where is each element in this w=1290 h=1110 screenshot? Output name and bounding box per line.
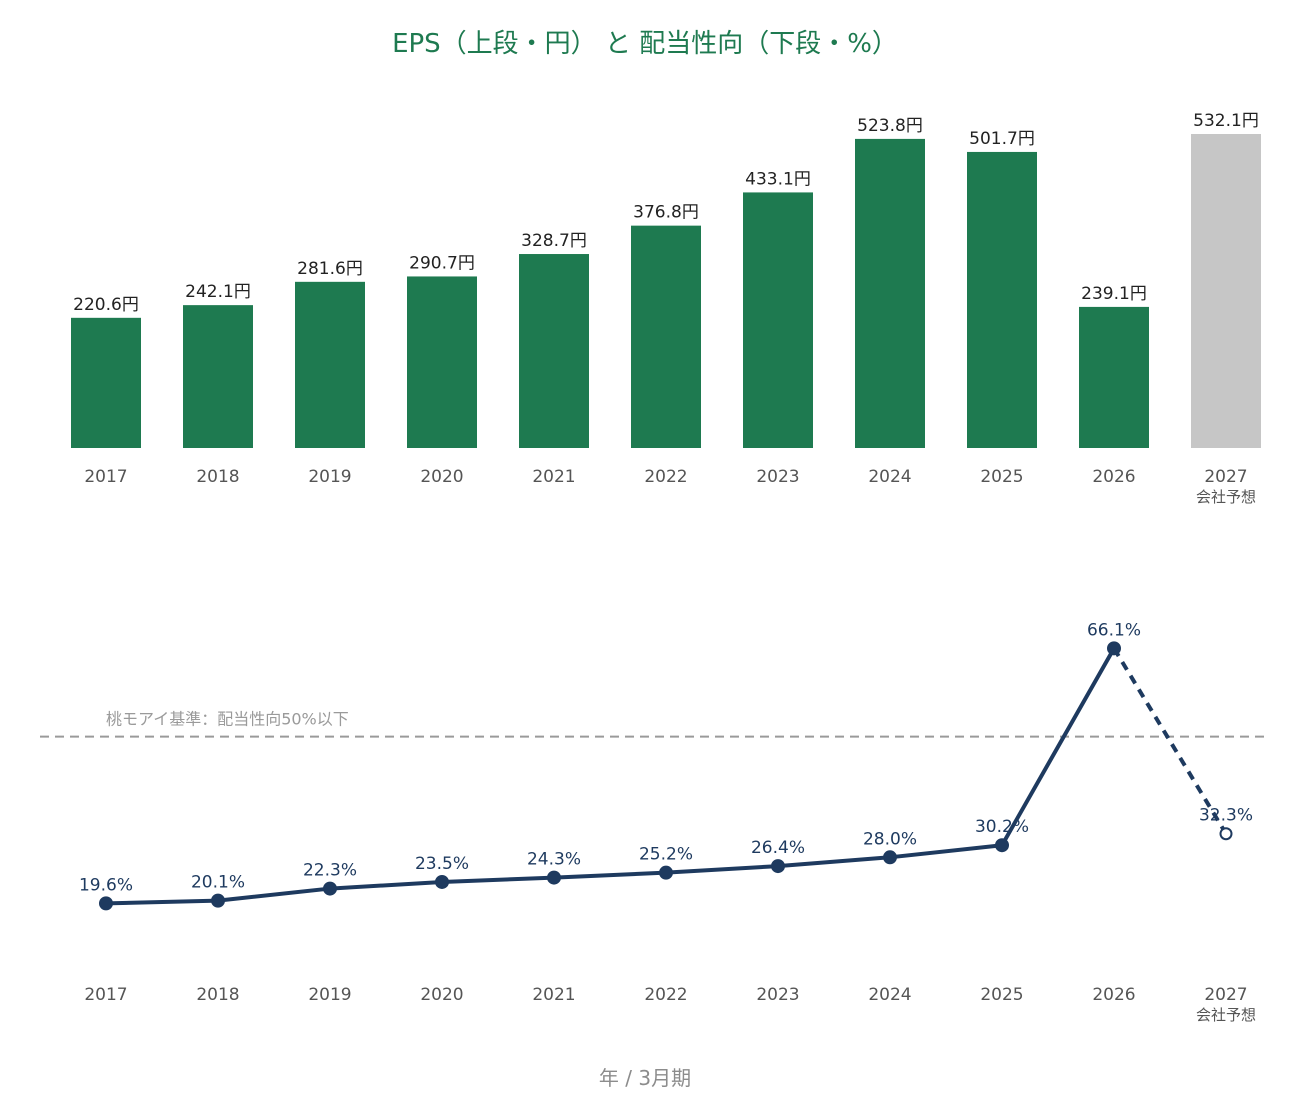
eps-bar-2025 (967, 151, 1037, 448)
eps-x-tick-2020: 2020 (420, 467, 463, 487)
eps-x-sublabel-2027: 会社予想 (1196, 488, 1256, 506)
payout-value-label-2020: 23.5% (415, 854, 469, 874)
payout-value-label-2017: 19.6% (79, 875, 133, 895)
payout-point-2023 (771, 859, 785, 874)
payout-point-2026 (1107, 641, 1121, 656)
payout-line-actual (104, 646, 1116, 906)
payout-value-label-2018: 20.1% (191, 873, 245, 893)
eps-bar-2021 (519, 254, 589, 448)
eps-x-tick-2021: 2021 (532, 467, 575, 487)
payout-value-label-2027: 32.3% (1199, 806, 1253, 826)
eps-bar-2027 (1191, 134, 1261, 448)
payout-point-2020 (435, 874, 449, 889)
eps-bar-2026 (1079, 306, 1149, 448)
eps-bar-chart: 220.6円 2017 242.1円 2018 281.6円 2019 290.7円 2020… (71, 111, 1261, 506)
payout-value-label-2021: 24.3% (527, 850, 581, 870)
eps-bar-2018 (183, 305, 253, 448)
payout-value-label-2024: 28.0% (863, 829, 917, 849)
payout-value-label-2025: 30.2% (975, 817, 1029, 837)
eps-value-label-2019: 281.6円 (297, 259, 363, 279)
eps-x-tick-2024: 2024 (868, 467, 911, 487)
payout-line-chart: 桃モアイ基準：配当性向50%以下 19.6% 2017 20.1% 2018 22.3% 2… (40, 620, 1270, 1024)
payout-x-tick-2024: 2024 (868, 985, 911, 1005)
payout-x-tick-2022: 2022 (644, 985, 687, 1005)
eps-x-tick-2027: 2027 (1204, 467, 1247, 487)
eps-x-tick-2025: 2025 (980, 467, 1023, 487)
payout-point-2019 (323, 881, 337, 896)
payout-x-tick-2017: 2017 (84, 985, 127, 1005)
payout-x-tick-2018: 2018 (196, 985, 239, 1005)
eps-value-label-2024: 523.8円 (857, 116, 923, 136)
eps-bar-2020 (407, 276, 477, 448)
eps-x-tick-2017: 2017 (84, 467, 127, 487)
eps-value-label-2026: 239.1円 (1081, 284, 1147, 304)
payout-x-sublabel-2027: 会社予想 (1196, 1006, 1256, 1024)
eps-value-label-2022: 376.8円 (633, 203, 699, 223)
eps-bar-2017 (71, 317, 141, 448)
payout-x-tick-2023: 2023 (756, 985, 799, 1005)
eps-x-tick-2019: 2019 (308, 467, 351, 487)
payout-line-forecast (1112, 647, 1228, 835)
payout-x-tick-2019: 2019 (308, 985, 351, 1005)
eps-value-label-2027: 532.1円 (1193, 111, 1259, 131)
payout-point-2027 (1219, 827, 1233, 841)
eps-x-tick-2018: 2018 (196, 467, 239, 487)
footer-period-label: 年 / 3月期 (599, 1066, 691, 1090)
eps-bar-2024 (855, 138, 925, 448)
eps-value-label-2021: 328.7円 (521, 231, 587, 251)
eps-value-label-2020: 290.7円 (409, 253, 475, 273)
eps-bar-2019 (295, 281, 365, 448)
chart-title: EPS（上段・円） と 配当性向（下段・%） (392, 29, 898, 59)
payout-point-2017 (99, 896, 113, 911)
eps-x-tick-2026: 2026 (1092, 467, 1135, 487)
payout-x-tick-2027: 2027 (1204, 985, 1247, 1005)
payout-x-tick-2025: 2025 (980, 985, 1023, 1005)
eps-value-label-2025: 501.7円 (969, 129, 1035, 149)
eps-bar-2023 (743, 192, 813, 448)
payout-point-2024 (883, 850, 897, 865)
payout-point-2025 (995, 838, 1009, 853)
threshold-label: 桃モアイ基準：配当性向50%以下 (106, 710, 349, 729)
payout-x-tick-2021: 2021 (532, 985, 575, 1005)
payout-value-label-2022: 25.2% (639, 845, 693, 865)
payout-value-label-2026: 66.1% (1087, 620, 1141, 640)
eps-value-label-2018: 242.1円 (185, 282, 251, 302)
eps-value-label-2023: 433.1円 (745, 169, 811, 189)
payout-x-tick-2020: 2020 (420, 985, 463, 1005)
eps-x-tick-2022: 2022 (644, 467, 687, 487)
payout-value-label-2023: 26.4% (751, 838, 805, 858)
payout-x-tick-2026: 2026 (1092, 985, 1135, 1005)
eps-value-label-2017: 220.6円 (73, 295, 139, 315)
payout-value-label-2019: 22.3% (303, 861, 357, 881)
payout-point-2021 (547, 870, 561, 885)
eps-x-tick-2023: 2023 (756, 467, 799, 487)
payout-point-2018 (211, 893, 225, 908)
eps-bar-2022 (631, 225, 701, 448)
payout-point-2022 (659, 865, 673, 880)
